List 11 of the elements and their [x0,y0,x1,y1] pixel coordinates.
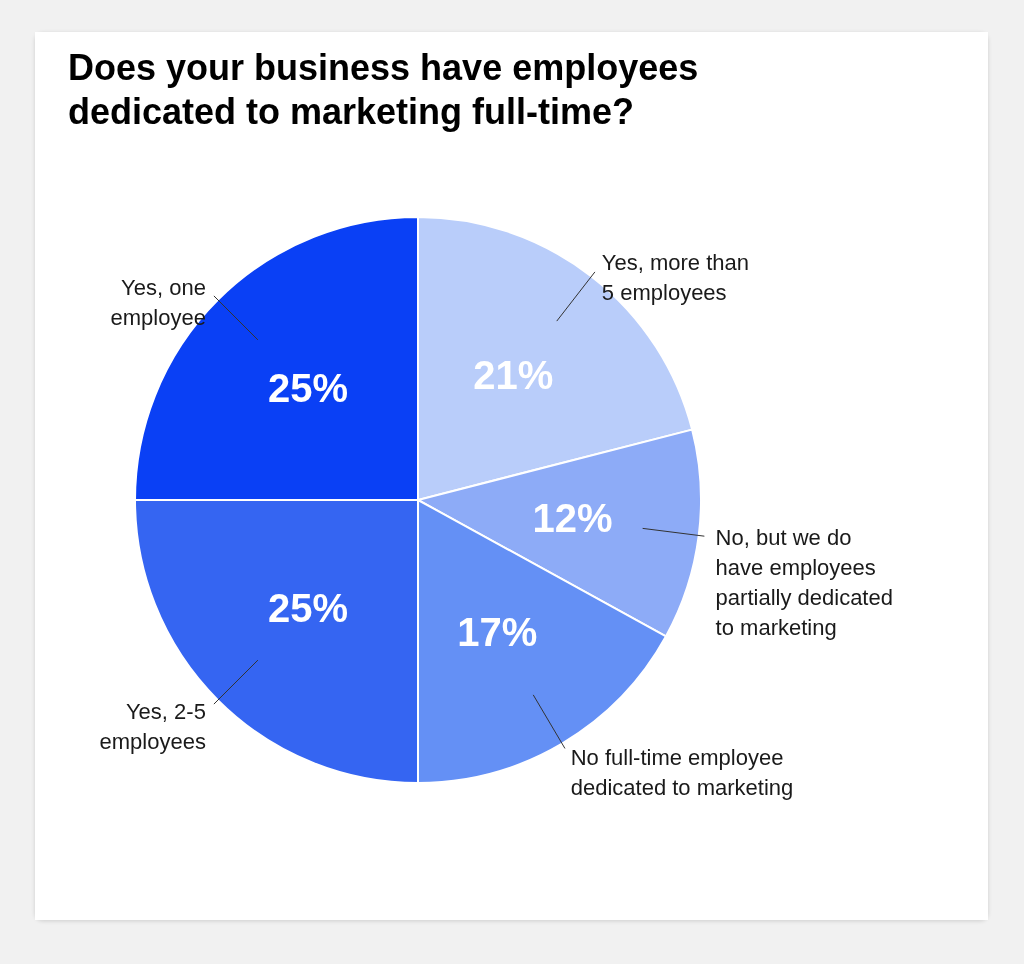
chart-title: Does your business have employees dedicated to marketing full-time? [68,47,699,132]
data-label: 25% [267,586,348,631]
slice-label: Yes, 2-5 employees [99,699,206,755]
slice-label: No, but we do have employees partially dedicated to marketing [715,524,893,640]
data-label: 12% [532,495,613,540]
slice-label: No full-time employee dedicated to marketing [570,745,794,801]
data-label: 17% [457,609,538,654]
data-label: 21% [473,353,554,398]
slice-label: Yes, more than 5 employees [601,249,750,305]
slice-label: Yes, one employee [110,274,206,330]
data-label: 25% [267,365,348,410]
